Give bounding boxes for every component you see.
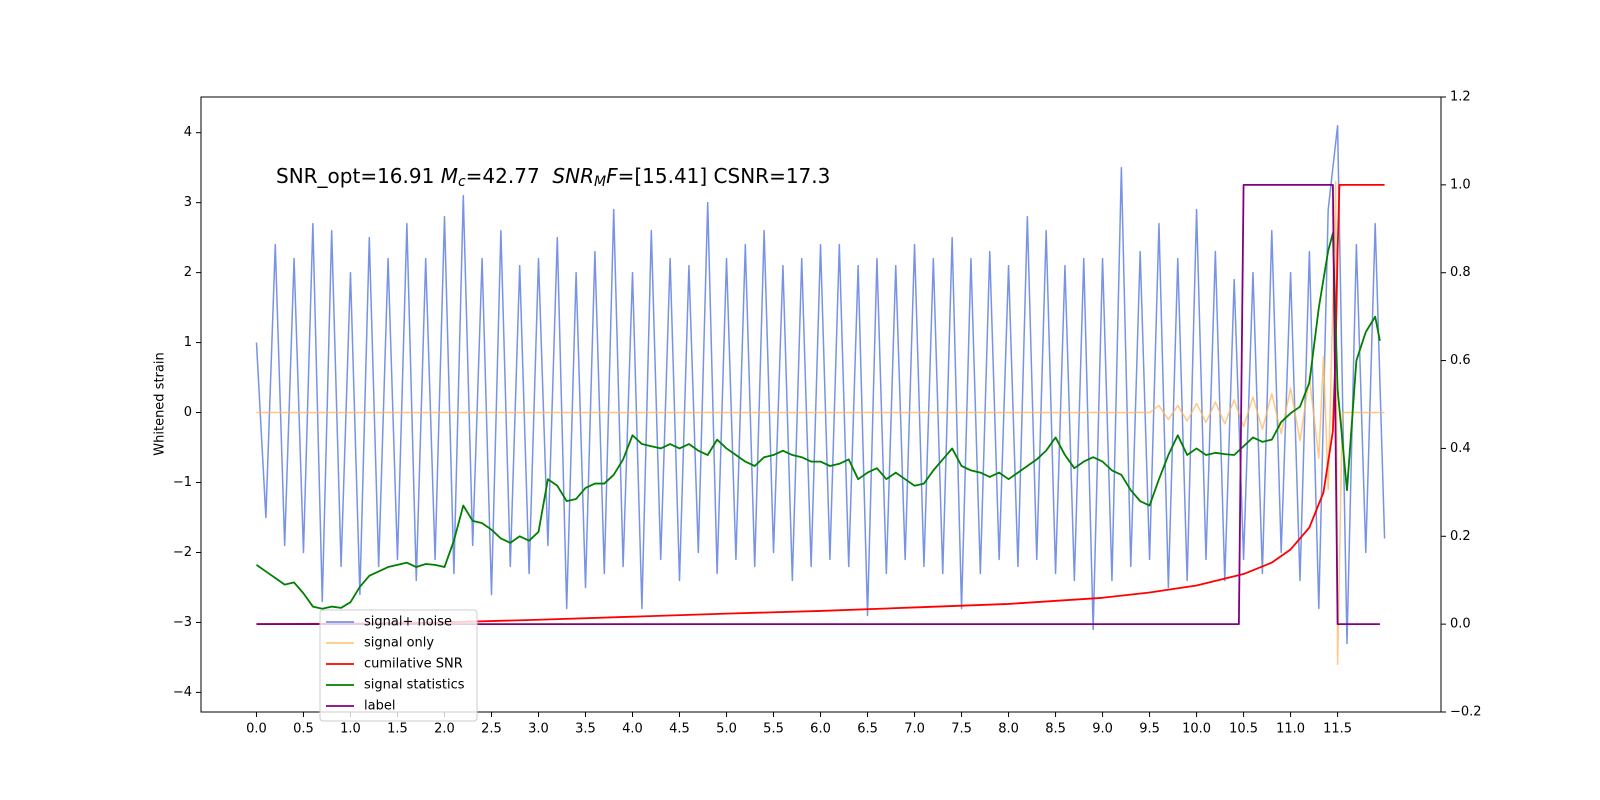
y2-tick-label: 0.6 (1450, 353, 1471, 368)
legend-label: signal+ noise (364, 615, 452, 630)
series-line (256, 183, 1380, 626)
y2-tick-label: 0.8 (1450, 265, 1471, 280)
y2-tick-label: 0.2 (1450, 529, 1471, 544)
series-line (255, 232, 1381, 610)
y-tick-label: −4 (173, 685, 192, 700)
x-tick-label: 9.0 (1092, 722, 1113, 737)
x-tick-label: 4.0 (622, 722, 643, 737)
x-tick-label: 11.5 (1323, 722, 1352, 737)
x-tick-label: 9.5 (1139, 722, 1160, 737)
y-tick-label: 4 (184, 125, 192, 140)
y-tick-label: 0 (184, 405, 192, 420)
x-tick-label: 10.0 (1182, 722, 1211, 737)
x-tick-label: 1.0 (340, 722, 361, 737)
y2-tick-label: 1.2 (1450, 90, 1471, 105)
annotation-part: SNR_opt=16.91 (276, 164, 441, 188)
annotation-part: M (594, 174, 606, 190)
annotation: SNR_opt=16.91 Mc=42.77 SNRMF=[15.41] CSN… (276, 164, 830, 191)
x-tick-label: 5.0 (716, 722, 737, 737)
x-tick-label: 2.5 (481, 722, 502, 737)
y2-tick-label: −0.2 (1450, 705, 1482, 720)
x-tick-label: 7.0 (904, 722, 925, 737)
annotation-part: =42.77 (466, 164, 553, 188)
annotation-part: M (441, 164, 458, 188)
legend-label: label (364, 699, 395, 714)
x-tick-label: 11.0 (1276, 722, 1305, 737)
y-tick-label: 2 (184, 265, 192, 280)
y-axis-label: Whitened strain (153, 352, 168, 455)
x-tick-label: 8.5 (1045, 722, 1066, 737)
x-tick-label: 0.5 (293, 722, 314, 737)
x-tick-label: 5.5 (763, 722, 784, 737)
annotation-part: SNR (552, 164, 594, 188)
legend-label: cumilative SNR (364, 657, 463, 672)
y-tick-label: −3 (173, 615, 192, 630)
annotation-part: c (458, 174, 466, 190)
annotation-part: F (606, 164, 618, 188)
y-tick-label: 1 (184, 335, 192, 350)
y-tick-label: −2 (173, 545, 192, 560)
y2-tick-label: 0.0 (1450, 617, 1471, 632)
x-tick-label: 3.0 (528, 722, 549, 737)
x-tick-label: 0.0 (246, 722, 267, 737)
y2-tick-label: 1.0 (1450, 177, 1471, 192)
series-line (255, 124, 1386, 645)
y-tick-label: −1 (173, 475, 192, 490)
legend-box (319, 609, 478, 722)
x-tick-label: 7.5 (951, 722, 972, 737)
x-tick-label: 10.5 (1229, 722, 1258, 737)
x-tick-label: 6.0 (810, 722, 831, 737)
x-tick-label: 6.5 (857, 722, 878, 737)
x-tick-label: 3.5 (575, 722, 596, 737)
series-line (256, 180, 1385, 666)
x-tick-label: 4.5 (669, 722, 690, 737)
x-tick-label: 8.0 (998, 722, 1019, 737)
y-tick-label: 3 (184, 195, 192, 210)
x-tick-label: 1.5 (387, 722, 408, 737)
y2-tick-label: 0.4 (1450, 441, 1471, 456)
legend-label: signal only (364, 636, 434, 651)
x-tick-label: 2.0 (434, 722, 455, 737)
annotation-part: =[15.41] CSNR=17.3 (618, 164, 831, 188)
legend-label: signal statistics (364, 678, 465, 693)
